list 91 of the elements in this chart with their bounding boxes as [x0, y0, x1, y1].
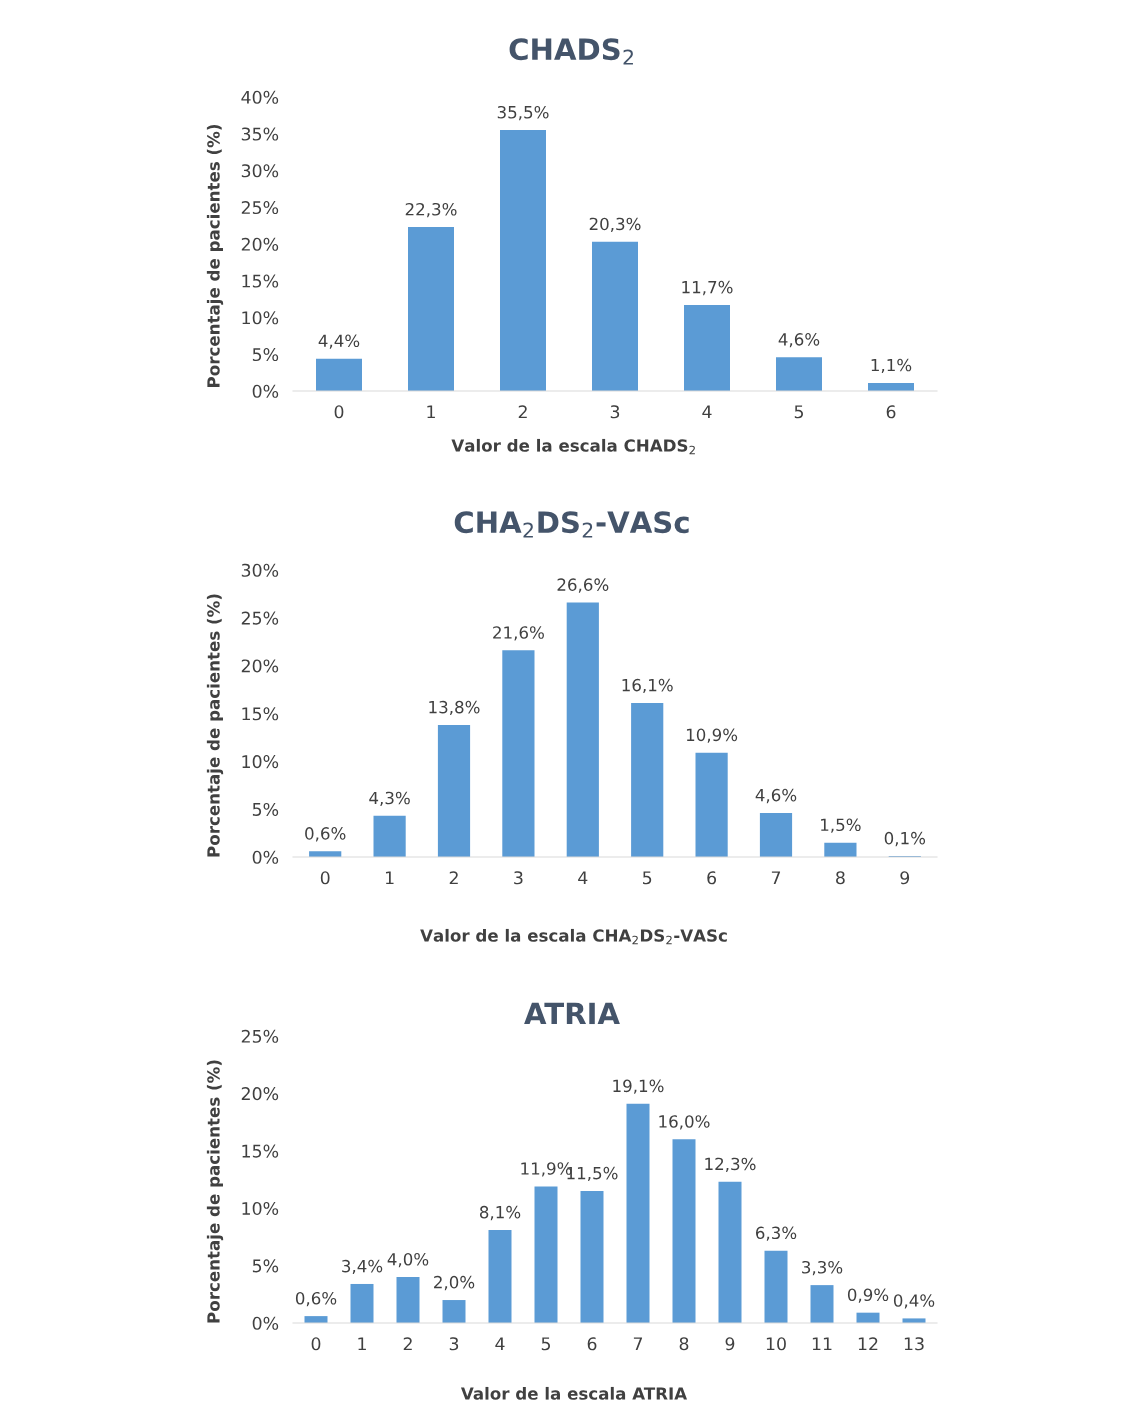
data-label: 22,3%: [405, 202, 457, 218]
y-tick-label: 40%: [241, 90, 279, 104]
data-label: 10,9%: [686, 728, 738, 743]
y-axis-title: Porcentaje de pacientes (%): [206, 594, 224, 857]
x-tick-label: 6: [587, 1337, 597, 1351]
x-tick-label: 4: [702, 405, 712, 419]
data-label: 8,1%: [479, 1205, 521, 1221]
y-tick-label: 10%: [242, 311, 279, 325]
x-tick-label: 1: [385, 871, 394, 885]
x-tick-label: 2: [518, 405, 527, 419]
x-tick-label: 8: [679, 1337, 689, 1351]
y-axis-title: Porcentaje de pacientes (%): [206, 1060, 224, 1323]
x-tick-label: 6: [707, 871, 717, 885]
chart-title: CHADS$_{2}$: [509, 38, 633, 65]
data-label: 35,5%: [497, 105, 549, 121]
x-tick-label: 12: [858, 1337, 878, 1351]
data-label: 2,0%: [434, 1275, 475, 1291]
y-tick-label: 15%: [242, 1144, 279, 1158]
x-tick-label: 3: [514, 871, 523, 885]
data-label: 3,3%: [802, 1260, 843, 1276]
y-tick-label: 0%: [252, 850, 279, 864]
y-tick-label: 20%: [241, 237, 279, 251]
x-tick-label: 5: [643, 871, 652, 885]
y-tick-label: 20%: [241, 1087, 279, 1101]
data-label: 4,6%: [778, 333, 820, 348]
y-tick-label: 5%: [252, 1259, 279, 1273]
x-tick-label: 0: [334, 405, 344, 419]
x-tick-label: 10: [766, 1337, 786, 1351]
data-label: 1,5%: [821, 818, 861, 833]
data-label: 11,7%: [682, 280, 733, 296]
x-axis-title: Valor de la escala CHADS$_{2}$: [451, 438, 695, 455]
x-tick-label: 9: [900, 871, 910, 885]
data-label: 3,4%: [342, 1259, 383, 1275]
data-label: 0,1%: [884, 831, 926, 847]
x-tick-label: 5: [541, 1337, 551, 1351]
chart-title: CHA$_{2}$DS$_{2}$-VASc: [454, 511, 689, 538]
x-axis-title: Valor de la escala CHA$_{2}$DS$_{2}$-VASc: [420, 928, 727, 945]
x-tick-label: 1: [427, 405, 435, 419]
x-axis-title: Valor de la escala ATRIA: [460, 1386, 688, 1400]
x-tick-label: 9: [725, 1337, 735, 1351]
x-tick-label: 0: [311, 1337, 321, 1351]
data-label: 13,8%: [429, 700, 480, 716]
y-tick-label: 15%: [242, 274, 279, 288]
y-tick-label: 25%: [241, 200, 279, 215]
y-tick-label: 0%: [252, 1316, 279, 1330]
x-tick-label: 6: [886, 405, 896, 419]
data-label: 6,3%: [755, 1226, 797, 1241]
x-tick-label: 13: [904, 1337, 924, 1351]
data-label: 0,6%: [295, 1291, 337, 1307]
x-tick-label: 2: [449, 871, 458, 885]
x-tick-label: 5: [794, 405, 804, 419]
y-tick-label: 30%: [241, 563, 279, 577]
y-tick-label: 25%: [241, 1029, 279, 1043]
y-tick-label: 15%: [242, 707, 279, 721]
data-label: 4,0%: [387, 1252, 429, 1268]
data-label: 26,6%: [557, 578, 609, 593]
data-label: 0,9%: [847, 1288, 889, 1303]
data-label: 12,3%: [705, 1157, 756, 1172]
data-label: 19,1%: [613, 1079, 664, 1094]
y-tick-label: 10%: [242, 755, 279, 769]
data-label: 16,1%: [622, 678, 673, 694]
data-label: 0,6%: [305, 827, 346, 842]
y-tick-label: 10%: [242, 1201, 279, 1216]
x-tick-label: 4: [578, 871, 588, 885]
data-label: 4,3%: [369, 791, 410, 806]
y-axis-title: Porcentaje de pacientes (%): [206, 125, 224, 387]
x-tick-label: 7: [633, 1337, 643, 1351]
y-tick-label: 25%: [241, 611, 279, 625]
y-tick-label: 5%: [252, 802, 279, 817]
data-label: 1,1%: [871, 358, 912, 374]
x-tick-label: 0: [320, 871, 330, 885]
x-tick-label: 4: [495, 1337, 505, 1351]
x-tick-label: 11: [812, 1337, 832, 1351]
data-label: 16,0%: [659, 1115, 710, 1130]
data-label: 20,3%: [589, 217, 641, 232]
y-tick-label: 5%: [252, 347, 279, 362]
data-label: 4,6%: [755, 788, 797, 804]
x-tick-label: 8: [836, 871, 845, 885]
x-tick-label: 7: [771, 871, 781, 885]
x-tick-label: 2: [403, 1337, 412, 1351]
y-tick-label: 35%: [241, 127, 279, 141]
x-tick-label: 3: [449, 1337, 459, 1351]
data-label: 21,6%: [493, 626, 544, 641]
y-tick-label: 20%: [241, 659, 279, 673]
y-tick-label: 30%: [241, 164, 279, 178]
data-label: 4,4%: [318, 334, 360, 349]
data-label: 0,4%: [893, 1294, 935, 1309]
y-tick-label: 0%: [252, 384, 279, 398]
chart-title: ATRIA: [524, 1002, 620, 1025]
x-tick-label: 3: [610, 405, 620, 419]
x-tick-label: 1: [358, 1337, 366, 1351]
